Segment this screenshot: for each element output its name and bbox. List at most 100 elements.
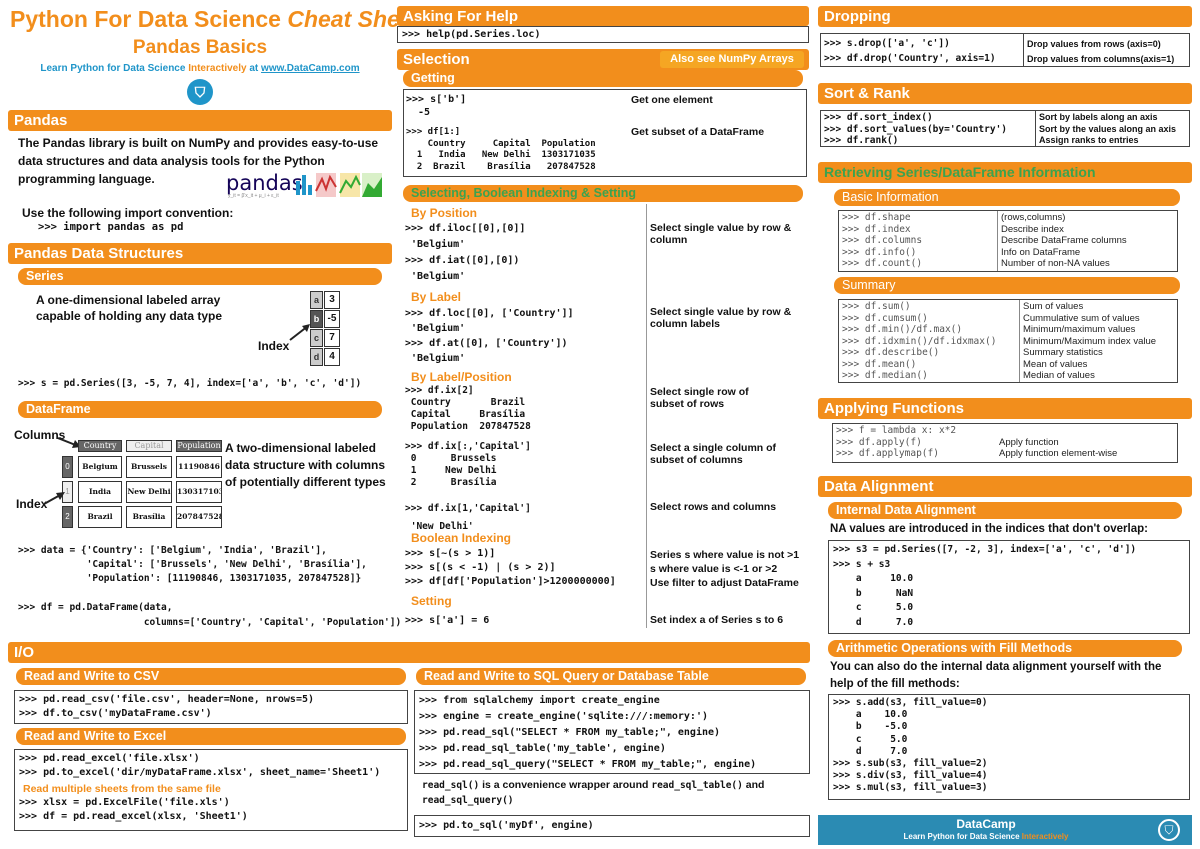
sql-note-part: is a convenience wrapper around <box>479 779 652 791</box>
footer-brand: DataCamp <box>956 817 1016 831</box>
series-value-cell: -5 <box>324 310 340 328</box>
datacamp-shield-icon: ⛉ <box>187 79 213 105</box>
df-value-cell: Brasília <box>126 506 172 528</box>
summary-subheader: Summary <box>834 277 1180 294</box>
subsection-title: Basic Information <box>842 190 939 204</box>
import-code: >>> import pandas as pd <box>38 221 184 233</box>
series-code: >>> s = pd.Series([3, -5, 7, 4], index=[… <box>18 378 362 389</box>
df-value-cell: Brazil <box>78 506 122 528</box>
series-index-label: Index <box>258 339 290 353</box>
footer-tag-text: Learn Python for Data Science <box>903 832 1022 841</box>
alignment-code-box: >>> s3 = pd.Series([7, -2, 3], index=['a… <box>828 540 1190 634</box>
learn-at: at <box>246 63 262 74</box>
df-index-cell: 1 <box>62 481 73 503</box>
to-sql-code: >>> pd.to_sql('myDf', engine) <box>419 820 594 831</box>
desc-line: A one-dimensional labeled array <box>36 293 221 307</box>
df-index-cell: 0 <box>62 456 73 478</box>
ix-row-desc: Select single row of subset of rows <box>650 386 749 410</box>
csv-subheader: Read and Write to CSV <box>16 668 406 685</box>
basic-info-box: >>> df.shape >>> df.index >>> df.columns… <box>838 210 1178 272</box>
subsection-title: Getting <box>411 71 455 85</box>
series-diagram: a 3 b -5 c 7 d 4 <box>310 291 340 367</box>
applying-header: Applying Functions <box>818 398 1192 419</box>
by-position-desc: Select single value by row & column <box>650 222 792 246</box>
summary-box: >>> df.sum() >>> df.cumsum() >>> df.min(… <box>838 299 1178 383</box>
dataframe-description: A two-dimensional labeled data structure … <box>225 440 386 491</box>
sort-box: >>> df.sort_index() >>> df.sort_values(b… <box>820 110 1190 147</box>
footer-tag-interactively: Interactively <box>1021 832 1069 841</box>
section-title: Pandas Data Structures <box>14 245 184 262</box>
cheat-sheet-title: Python For Data Science Cheat Sheet <box>10 6 420 33</box>
numpy-link[interactable]: Also see NumPy Arrays <box>660 51 804 68</box>
get-subset-code: >>> df[1:] Country Capital Population 1 … <box>406 127 596 172</box>
desc-part: data structures <box>18 154 105 168</box>
index-label-df: Index <box>16 497 48 511</box>
df-value-cell: 1303171035 <box>176 481 222 503</box>
df-header-cell: Country <box>78 440 122 452</box>
series-description: A one-dimensional labeled array capable o… <box>36 292 222 324</box>
getting-subheader: Getting <box>403 70 803 87</box>
datacamp-link[interactable]: www.DataCamp.com <box>261 63 360 74</box>
dataframe-diagram: Country Capital Population 0 Belgium Brussels… <box>62 440 222 528</box>
page-subtitle: Pandas Basics <box>132 37 268 58</box>
series-value-cell: 3 <box>324 291 340 309</box>
excel-multi-sheet-note: Read multiple sheets from the same file <box>23 783 221 795</box>
by-label-code: >>> df.loc[[0], ['Country']] 'Belgium' >… <box>405 308 574 364</box>
by-position-label: By Position <box>411 206 478 220</box>
section-title: Dropping <box>824 8 891 25</box>
setting-label: Setting <box>411 594 452 608</box>
get-subset-desc: Get subset of a DataFrame <box>631 126 765 138</box>
pandas-logo-text: pandas <box>226 171 303 195</box>
section-title: I/O <box>14 644 35 661</box>
alignment-header: Data Alignment <box>818 476 1192 497</box>
selection-body: By Position >>> df.iloc[[0],[0]] 'Belgiu… <box>403 204 807 632</box>
subsection-title: Selecting, Boolean Indexing & Setting <box>411 186 637 200</box>
columns-label: Columns <box>14 428 66 442</box>
series-subheader: Series <box>18 268 382 285</box>
boolean-desc: Series s where value is not >1 s where va… <box>650 548 799 590</box>
section-title: Asking For Help <box>403 8 519 25</box>
df-index-arrow-icon <box>44 492 65 505</box>
import-note: Use the following import convention: <box>22 206 234 220</box>
arithmetic-code: >>> s.add(s3, fill_value=0) a 10.0 b -5.… <box>833 697 988 794</box>
to-sql-code-box: >>> pd.to_sql('myDf', engine) <box>414 815 810 837</box>
by-label-desc: Select single value by row & column labe… <box>650 306 792 330</box>
ix-column-desc: Select a single column of subset of colu… <box>650 442 777 466</box>
desc-line: data structure with columns <box>225 458 386 472</box>
arithmetic-note: You can also do the internal data alignm… <box>830 661 1162 690</box>
basic-info-divider <box>997 211 998 271</box>
applying-code: >>> f = lambda x: x*2 >>> df.apply(f) >>… <box>836 425 957 459</box>
drop-rows-code: >>> s.drop(['a', 'c']) <box>824 38 950 49</box>
drop-columns-desc: Drop values from columns(axis=1) <box>1027 54 1175 64</box>
applying-box: >>> f = lambda x: x*2 >>> df.apply(f) >>… <box>832 423 1178 463</box>
pandas-description: The Pandas library is built on NumPy and… <box>18 134 388 188</box>
desc-line: capable of holding any data type <box>36 309 223 323</box>
series-value-cell: 7 <box>324 329 340 347</box>
sql-note: read_sql() is a convenience wrapper arou… <box>422 778 806 808</box>
drop-rows-desc: Drop values from rows (axis=0) <box>1027 39 1161 49</box>
subsection-title: Summary <box>842 278 896 292</box>
section-title: Sort & Rank <box>824 85 910 102</box>
title-main: Python For Data Science <box>10 6 288 32</box>
bool-desc-line: Use filter to adjust DataFrame <box>650 577 799 589</box>
sql-subheader: Read and Write to SQL Query or Database … <box>416 668 806 685</box>
by-label-position-label: By Label/Position <box>411 370 512 384</box>
series-index-cell: a <box>310 291 323 309</box>
series-index-cell: c <box>310 329 323 347</box>
dataframe-subheader: DataFrame <box>18 401 382 418</box>
section-title: Retrieving Series/DataFrame Information <box>824 164 1096 180</box>
series-index-cell: d <box>310 348 323 366</box>
sql-note-part: and <box>742 779 765 791</box>
section-title: Selection <box>403 51 470 68</box>
basic-info-subheader: Basic Information <box>834 189 1180 206</box>
excel-subheader: Read and Write to Excel <box>16 728 406 745</box>
arithmetic-subheader: Arithmetic Operations with Fill Methods <box>828 640 1182 657</box>
dataframe-create-code: >>> df = pd.DataFrame(data, columns=['Co… <box>18 602 402 628</box>
footer-shield-icon: ⛉ <box>1158 819 1180 841</box>
sql-note-part: read_sql_table() <box>651 780 743 791</box>
ix-cell-desc: Select rows and columns <box>650 501 777 513</box>
setting-desc: Set index a of Series s to 6 <box>650 614 784 626</box>
sbs-subheader: Selecting, Boolean Indexing & Setting <box>403 185 803 202</box>
help-header: Asking For Help <box>397 6 809 26</box>
desc-part: tools for the Python <box>208 154 325 168</box>
